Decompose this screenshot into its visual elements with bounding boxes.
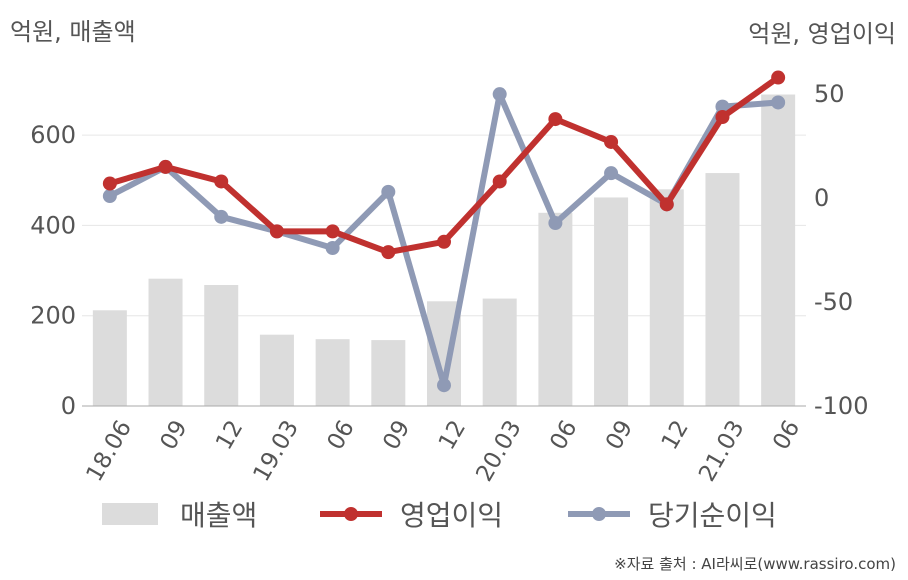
- op-profit-point: [102, 176, 117, 191]
- category-label: 18.06: [82, 416, 137, 486]
- category-label: 19.03: [249, 416, 304, 486]
- legend-op-profit-swatch: [320, 507, 382, 521]
- source-note: ※자료 출처 : AI라씨로(www.rassiro.com): [614, 555, 896, 573]
- right-tick-label: 50: [814, 80, 845, 108]
- profit-lines: [102, 70, 786, 393]
- op-profit-point: [604, 134, 619, 149]
- net-profit-point: [214, 209, 229, 224]
- op-profit-point: [214, 174, 229, 189]
- legend-revenue-label: 매출액: [180, 499, 258, 532]
- legend-revenue: 매출액: [102, 492, 257, 536]
- net-profit-point: [771, 95, 786, 110]
- revenue-bar: [761, 94, 796, 406]
- category-label: 09: [378, 416, 415, 454]
- legend-op-profit-label: 영업이익: [400, 499, 504, 532]
- net-profit-point: [437, 378, 451, 393]
- left-axis-unit: 억원, 매출액: [10, 18, 136, 46]
- revenue-bar: [204, 285, 239, 406]
- left-tick-label: 400: [30, 211, 76, 239]
- category-label: 06: [323, 416, 360, 454]
- revenue-bar: [594, 197, 629, 406]
- category-label: 12: [657, 416, 694, 454]
- category-label: 12: [434, 416, 471, 454]
- net-profit-point: [325, 241, 340, 255]
- right-tick-label: -50: [814, 288, 853, 316]
- right-axis-unit: 억원, 영업이익: [748, 20, 896, 48]
- legend-net-profit-label: 당기순이익: [648, 499, 777, 532]
- legend-net-profit: 당기순이익: [566, 492, 777, 536]
- net-profit-point: [492, 87, 507, 102]
- op-profit-point: [715, 110, 730, 125]
- op-profit-point: [492, 174, 507, 189]
- op-profit-point: [548, 112, 563, 127]
- category-label: 21.03: [694, 416, 749, 486]
- revenue-bar: [315, 339, 350, 406]
- net-profit-point: [548, 216, 563, 231]
- revenue-bar: [92, 310, 127, 406]
- revenue-bar: [148, 278, 183, 406]
- op-profit-point: [325, 224, 340, 239]
- category-label: 20.03: [471, 416, 526, 486]
- category-label: 09: [601, 416, 638, 454]
- net-profit-point: [381, 184, 396, 199]
- right-tick-label: -100: [814, 392, 868, 420]
- legend-op-profit: 영업이익: [318, 492, 503, 536]
- op-profit-point: [381, 245, 396, 260]
- category-label: 06: [545, 416, 582, 454]
- op-profit-point: [437, 234, 451, 249]
- left-tick-label: 600: [30, 121, 76, 149]
- revenue-bars: [92, 94, 796, 406]
- revenue-bar: [705, 173, 740, 406]
- left-tick-label: 200: [30, 302, 76, 330]
- net-profit-point: [715, 99, 730, 114]
- category-label: 12: [211, 416, 248, 454]
- revenue-bar: [371, 340, 406, 406]
- category-label: 09: [156, 416, 193, 454]
- legend-revenue-swatch: [102, 503, 158, 525]
- revenue-bar: [259, 334, 294, 406]
- revenue-bar: [649, 189, 684, 406]
- net-profit-point: [102, 189, 117, 204]
- grid-lines: [82, 134, 806, 317]
- net-profit-point: [604, 166, 619, 181]
- op-profit-point: [659, 197, 674, 212]
- op-profit-point: [771, 70, 786, 85]
- op-profit-point: [158, 159, 173, 174]
- legend-net-profit-swatch: [568, 507, 630, 521]
- category-label: 06: [768, 416, 805, 454]
- right-tick-label: 0: [814, 184, 829, 212]
- revenue-bar: [538, 212, 573, 406]
- op-profit-point: [269, 224, 284, 239]
- left-tick-label: 0: [61, 392, 76, 420]
- revenue-bar: [482, 298, 517, 406]
